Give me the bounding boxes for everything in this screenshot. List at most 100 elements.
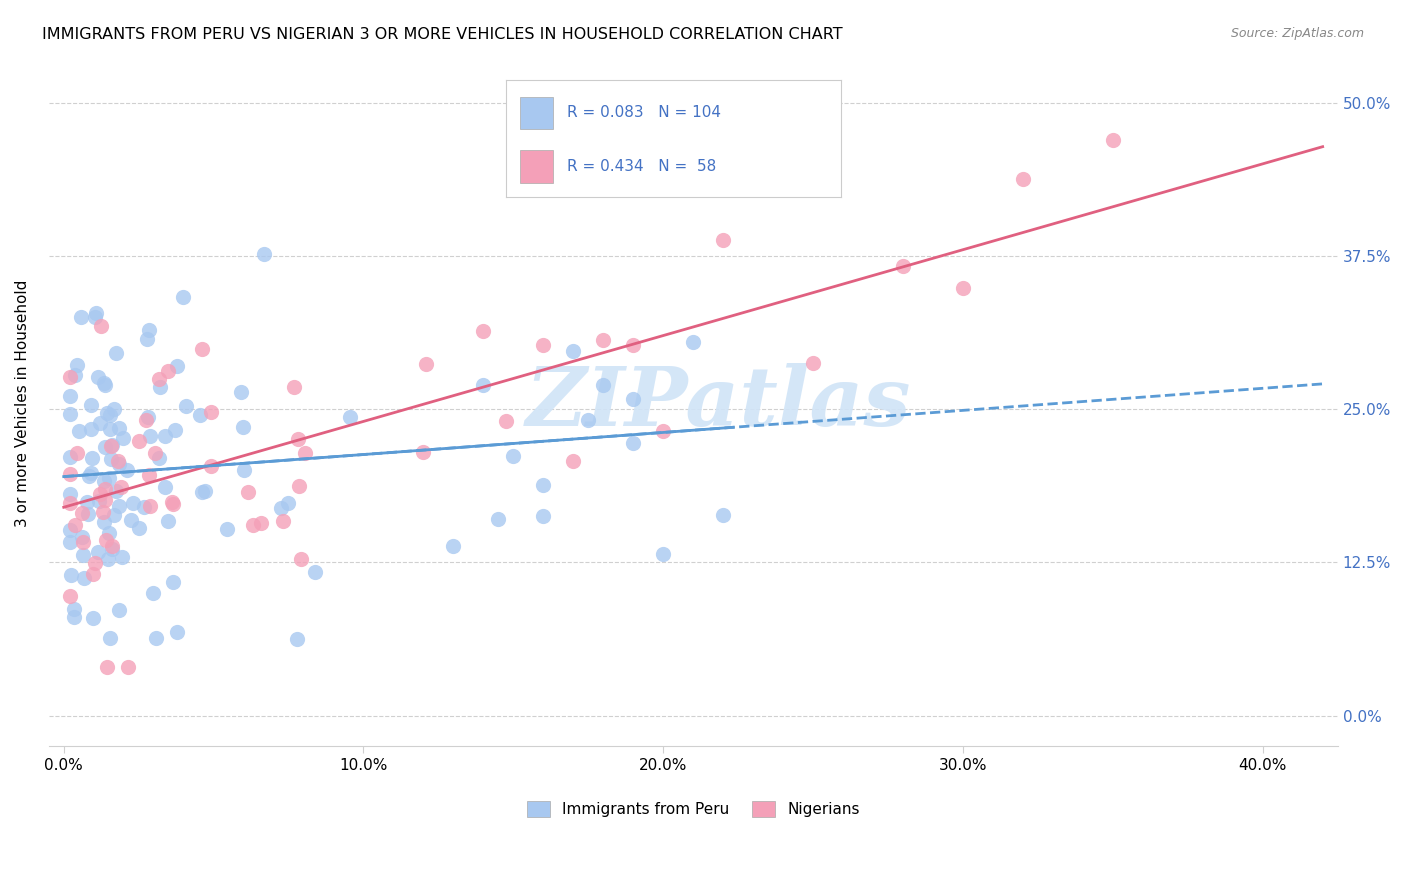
Point [59,524,82,538]
Point [562,453,585,467]
Point [502,449,524,463]
Point [249,516,271,530]
Point [621,392,644,407]
Point [96,406,118,420]
Point [77,508,100,522]
Point [59,370,82,384]
Point [63,601,86,615]
Point [110,480,132,494]
Point [90,319,112,334]
Point [136,409,159,424]
Point [174,399,197,413]
Point [682,335,704,350]
Point [63,610,86,624]
Point [93,515,115,529]
Point [104,346,127,360]
Point [135,413,157,427]
Point [82,566,104,581]
Point [194,484,217,499]
Point [89,487,111,501]
Point [101,438,124,452]
Point [80,422,103,436]
Point [652,424,675,438]
Point [142,586,165,600]
Point [59,568,82,582]
Point [166,624,188,639]
Point [294,446,316,460]
Point [200,405,222,419]
Point [107,453,129,467]
Point [100,439,122,453]
Point [162,497,184,511]
Point [155,480,177,494]
Point [59,534,82,549]
Point [891,259,914,273]
Point [148,372,170,386]
Point [200,458,222,473]
Point [149,380,172,394]
Point [242,517,264,532]
Point [112,431,135,445]
Point [103,508,125,522]
Point [108,458,131,472]
Point [232,463,254,477]
Point [59,407,82,421]
Point [63,518,86,533]
Point [98,408,121,422]
Point [108,603,131,617]
Point [87,493,110,508]
Point [76,495,98,509]
Point [111,550,134,565]
Point [190,485,212,500]
Point [160,494,183,508]
Point [139,429,162,443]
Point [412,445,434,459]
Point [72,534,94,549]
Point [128,521,150,535]
Point [97,525,120,540]
Point [531,478,554,492]
Point [87,545,110,559]
Point [652,547,675,561]
Point [89,417,111,431]
Point [70,530,93,544]
Point [232,420,254,434]
Point [84,557,107,571]
Point [138,323,160,337]
Point [415,357,437,371]
Point [94,377,117,392]
Point [711,508,734,522]
Point [59,496,82,510]
Legend: Immigrants from Peru, Nigerians: Immigrants from Peru, Nigerians [520,796,866,823]
Point [93,376,115,391]
Point [94,492,117,507]
Point [145,632,167,646]
Point [77,468,100,483]
Point [441,540,464,554]
Point [103,401,125,416]
Text: Source: ZipAtlas.com: Source: ZipAtlas.com [1230,27,1364,40]
Point [148,450,170,465]
Point [66,358,89,372]
Point [285,632,308,646]
Point [290,551,312,566]
Point [98,422,121,436]
Point [63,368,86,383]
Point [138,468,160,483]
Point [135,332,157,346]
Point [120,513,142,527]
Point [80,450,103,465]
Point [139,499,162,513]
Point [59,467,82,482]
Point [121,496,143,510]
Point [87,370,110,384]
Point [304,566,326,580]
Point [711,233,734,247]
Point [104,483,127,498]
Point [283,380,305,394]
Point [86,306,108,320]
Point [172,290,194,304]
Point [96,659,118,673]
Point [128,434,150,449]
Point [108,421,131,435]
